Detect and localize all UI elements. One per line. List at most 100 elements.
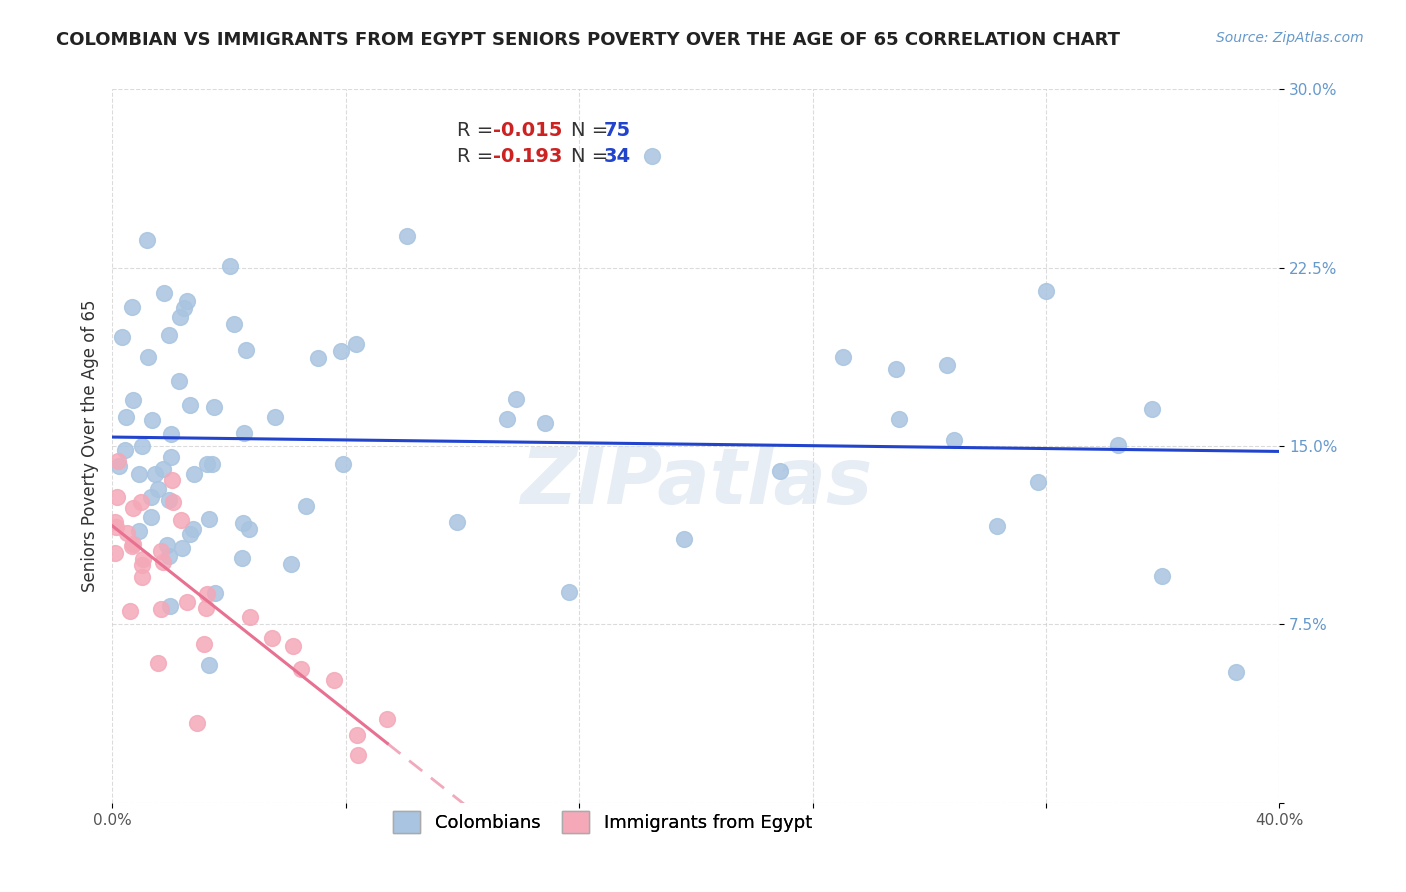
Point bbox=[330, 343, 353, 358]
Point bbox=[128, 467, 150, 482]
Point bbox=[1142, 401, 1164, 416]
Point bbox=[986, 519, 1008, 533]
Point bbox=[375, 713, 398, 727]
Point bbox=[152, 555, 174, 569]
Point bbox=[224, 317, 246, 331]
Point bbox=[641, 149, 664, 163]
Point bbox=[1152, 568, 1174, 582]
Point bbox=[673, 533, 696, 547]
Point bbox=[198, 512, 221, 526]
Point bbox=[307, 351, 329, 365]
Text: -0.193: -0.193 bbox=[494, 147, 562, 167]
Point bbox=[1026, 475, 1049, 489]
Point bbox=[886, 361, 908, 376]
Point bbox=[157, 492, 180, 507]
Point bbox=[219, 260, 242, 274]
Point bbox=[263, 409, 285, 424]
Point bbox=[135, 233, 157, 247]
Point bbox=[104, 519, 127, 533]
Point bbox=[128, 524, 150, 538]
Point bbox=[179, 398, 201, 412]
Point bbox=[768, 464, 790, 478]
Point bbox=[887, 411, 910, 425]
Point bbox=[186, 716, 208, 731]
Point bbox=[1035, 285, 1057, 299]
Point bbox=[159, 599, 181, 613]
Point bbox=[239, 610, 262, 624]
Point bbox=[183, 467, 205, 481]
Point bbox=[936, 358, 959, 372]
Point bbox=[233, 425, 256, 440]
Point bbox=[396, 229, 419, 244]
Point bbox=[1225, 665, 1247, 679]
Point bbox=[534, 416, 557, 430]
Point bbox=[198, 658, 221, 673]
Point bbox=[146, 656, 169, 670]
Y-axis label: Seniors Poverty Over the Age of 65: Seniors Poverty Over the Age of 65 bbox=[80, 300, 98, 592]
Point bbox=[202, 400, 225, 414]
Point bbox=[235, 343, 257, 357]
Point bbox=[104, 516, 127, 530]
Point bbox=[114, 443, 136, 458]
Point bbox=[162, 495, 184, 509]
Point bbox=[159, 426, 181, 441]
Point bbox=[169, 310, 191, 325]
Point bbox=[173, 301, 195, 315]
Point bbox=[195, 587, 218, 601]
Point bbox=[262, 631, 284, 645]
Point bbox=[141, 510, 163, 524]
Point bbox=[131, 570, 153, 584]
Point bbox=[558, 584, 581, 599]
Point bbox=[157, 549, 180, 563]
Point bbox=[122, 392, 145, 407]
Point bbox=[505, 392, 527, 406]
Legend: Colombians, Immigrants from Egypt: Colombians, Immigrants from Egypt bbox=[382, 800, 823, 844]
Point bbox=[346, 748, 368, 763]
Point bbox=[332, 457, 354, 471]
Point bbox=[201, 457, 224, 471]
Point bbox=[150, 544, 173, 558]
Text: -0.015: -0.015 bbox=[494, 121, 562, 140]
Text: COLOMBIAN VS IMMIGRANTS FROM EGYPT SENIORS POVERTY OVER THE AGE OF 65 CORRELATIO: COLOMBIAN VS IMMIGRANTS FROM EGYPT SENIO… bbox=[56, 31, 1121, 49]
Point bbox=[169, 374, 191, 388]
Point bbox=[831, 350, 853, 364]
Point bbox=[107, 459, 129, 474]
Point bbox=[120, 604, 142, 618]
Point bbox=[105, 490, 128, 504]
Point bbox=[132, 552, 155, 566]
Point bbox=[176, 595, 198, 609]
Point bbox=[1108, 437, 1130, 451]
Text: N =: N = bbox=[571, 121, 614, 140]
Point bbox=[141, 413, 163, 427]
Point bbox=[104, 546, 127, 560]
Point bbox=[111, 330, 134, 344]
Point bbox=[181, 522, 204, 536]
Point bbox=[121, 539, 143, 553]
Point bbox=[344, 337, 367, 351]
Point bbox=[179, 527, 201, 541]
Point bbox=[136, 350, 159, 364]
Point bbox=[204, 586, 226, 600]
Point bbox=[170, 541, 193, 555]
Point bbox=[131, 494, 153, 508]
Point bbox=[131, 558, 153, 572]
Text: ZIPatlas: ZIPatlas bbox=[520, 443, 872, 520]
Point bbox=[121, 300, 143, 314]
Point bbox=[943, 434, 966, 448]
Point bbox=[290, 662, 312, 676]
Point bbox=[114, 410, 136, 425]
Text: 75: 75 bbox=[603, 121, 631, 140]
Text: R =: R = bbox=[457, 121, 499, 140]
Point bbox=[153, 285, 176, 300]
Point bbox=[115, 525, 138, 540]
Point bbox=[193, 636, 215, 650]
Point bbox=[231, 551, 253, 566]
Point bbox=[143, 467, 166, 482]
Point bbox=[160, 473, 183, 487]
Point bbox=[176, 294, 198, 309]
Text: Source: ZipAtlas.com: Source: ZipAtlas.com bbox=[1216, 31, 1364, 45]
Point bbox=[139, 490, 162, 504]
Point bbox=[280, 557, 302, 571]
Text: N =: N = bbox=[571, 147, 614, 167]
Point bbox=[157, 327, 180, 342]
